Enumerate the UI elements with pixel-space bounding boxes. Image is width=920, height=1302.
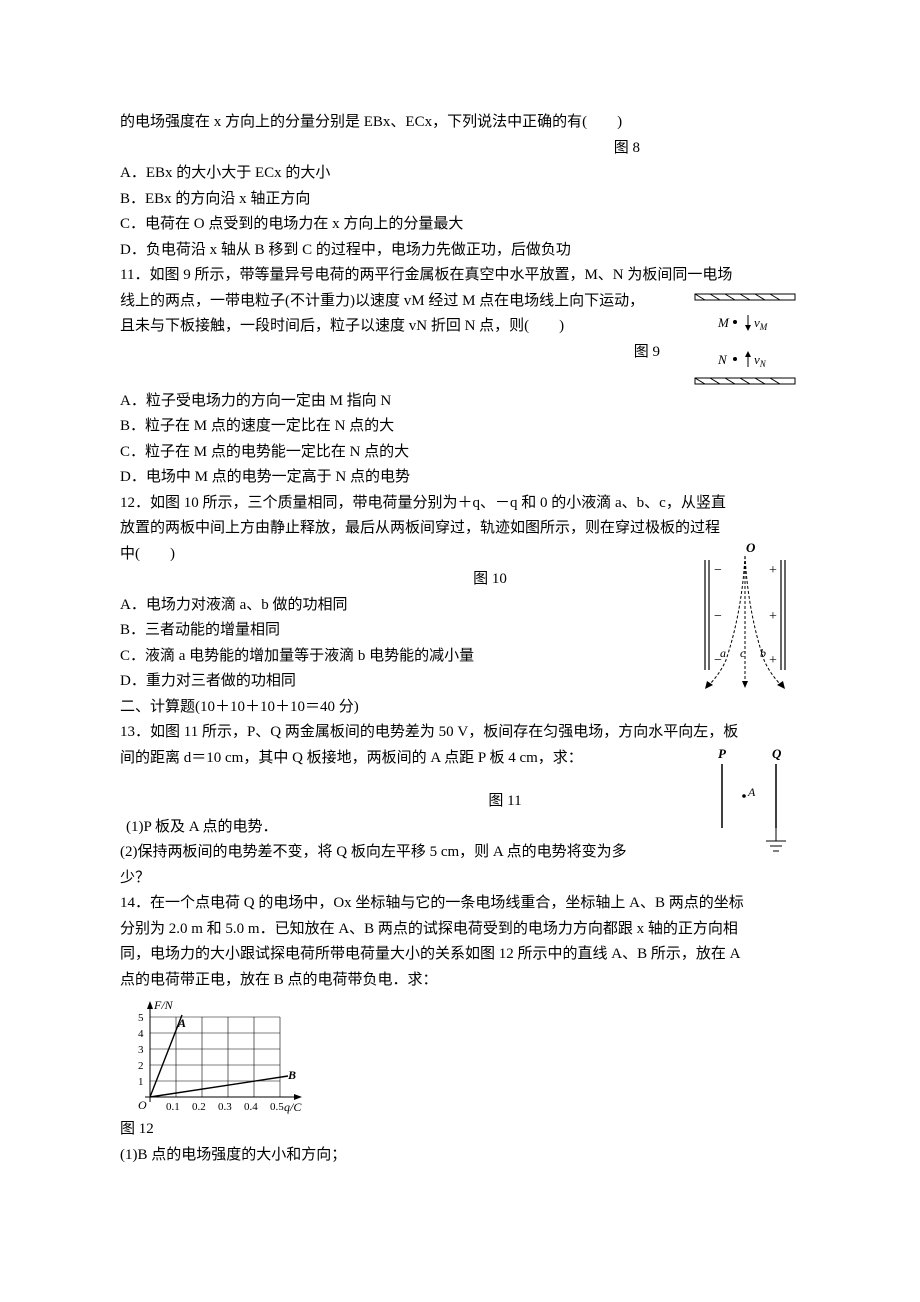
q10-opt-b: B．EBx 的方向沿 x 轴正方向 bbox=[120, 187, 800, 213]
fig12-label: 图 12 bbox=[120, 1117, 800, 1143]
q12-opt-d: D．重力对三者做的功相同 bbox=[120, 669, 800, 695]
q13-stem-2: 间的距离 d＝10 cm，其中 Q 板接地，两板间的 A 点距 P 板 4 cm… bbox=[120, 746, 800, 772]
q14-stem-3: 同，电场力的大小跟试探电荷所带电荷量大小的关系如图 12 所示中的直线 A、B … bbox=[120, 942, 800, 968]
svg-text:0.4: 0.4 bbox=[244, 1101, 258, 1113]
q11-opt-b: B．粒子在 M 点的速度一定比在 N 点的大 bbox=[120, 414, 800, 440]
fig12-container: F/N q/C O 1 2 3 4 5 0.1 0.2 bbox=[120, 997, 800, 1117]
svg-text:q/C: q/C bbox=[284, 1100, 302, 1114]
svg-text:0.2: 0.2 bbox=[192, 1101, 206, 1113]
q13-p2a: (2)保持两板间的电势差不变，将 Q 板向左平移 5 cm，则 A 点的电势将变… bbox=[120, 840, 800, 866]
q13-stem-1: 13．如图 11 所示，P、Q 两金属板间的电势差为 50 V，板间存在匀强电场… bbox=[120, 720, 800, 746]
svg-text:0.3: 0.3 bbox=[218, 1101, 232, 1113]
fig10-label: 图 10 bbox=[120, 567, 800, 593]
q14-stem-4: 点的电荷带正电，放在 B 点的电荷带负电．求： bbox=[120, 968, 800, 994]
q11-opt-d: D．电场中 M 点的电势一定高于 N 点的电势 bbox=[120, 465, 800, 491]
svg-text:1: 1 bbox=[138, 1076, 144, 1088]
q11-opt-a: A．粒子受电场力的方向一定由 M 指向 N bbox=[120, 389, 800, 415]
svg-text:A: A bbox=[177, 1016, 186, 1030]
fig12-svg: F/N q/C O 1 2 3 4 5 0.1 0.2 bbox=[120, 997, 320, 1117]
svg-text:3: 3 bbox=[138, 1044, 144, 1056]
fig9-label: 图 9 bbox=[120, 340, 800, 366]
q14-stem-2: 分别为 2.0 m 和 5.0 m．已知放在 A、B 两点的试探电荷受到的电场力… bbox=[120, 917, 800, 943]
q12-stem-3: 中( ) bbox=[120, 542, 800, 568]
q10-stem-tail: 的电场强度在 x 方向上的分量分别是 EBx、ECx，下列说法中正确的有( ) bbox=[120, 110, 800, 136]
fig11-label: 图 11 bbox=[120, 789, 800, 815]
q11-stem-2: 线上的两点，一带电粒子(不计重力)以速度 vM 经过 M 点在电场线上向下运动， bbox=[120, 289, 800, 315]
q12-opt-c: C．液滴 a 电势能的增加量等于液滴 b 电势能的减小量 bbox=[120, 644, 800, 670]
q13-p1: (1)P 板及 A 点的电势． bbox=[120, 815, 800, 841]
svg-text:5: 5 bbox=[138, 1012, 144, 1024]
svg-text:B: B bbox=[287, 1068, 296, 1082]
svg-text:0.5: 0.5 bbox=[270, 1101, 284, 1113]
svg-text:4: 4 bbox=[138, 1028, 144, 1040]
q12-opt-a: A．电场力对液滴 a、b 做的功相同 bbox=[120, 593, 800, 619]
q13-p2b: 少？ bbox=[120, 866, 800, 892]
q11-opt-c: C．粒子在 M 点的电势能一定比在 N 点的大 bbox=[120, 440, 800, 466]
q14-stem-1: 14．在一个点电荷 Q 的电场中，Ox 坐标轴与它的一条电场线重合，坐标轴上 A… bbox=[120, 891, 800, 917]
section2-heading: 二、计算题(10＋10＋10＋10＝40 分) bbox=[120, 695, 800, 721]
q10-opt-d: D．负电荷沿 x 轴从 B 移到 C 的过程中，电场力先做正功，后做负功 bbox=[120, 238, 800, 264]
q12-opt-b: B．三者动能的增量相同 bbox=[120, 618, 800, 644]
svg-text:O: O bbox=[138, 1098, 147, 1112]
svg-text:0.1: 0.1 bbox=[166, 1101, 180, 1113]
svg-text:2: 2 bbox=[138, 1060, 144, 1072]
svg-text:F/N: F/N bbox=[153, 998, 174, 1012]
q11-stem-3: 且未与下板接触，一段时间后，粒子以速度 vN 折回 N 点，则( ) bbox=[120, 314, 800, 340]
q12-stem-1: 12．如图 10 所示，三个质量相同，带电荷量分别为＋q、－q 和 0 的小液滴… bbox=[120, 491, 800, 517]
q10-opt-c: C．电荷在 O 点受到的电场力在 x 方向上的分量最大 bbox=[120, 212, 800, 238]
q12-stem-2: 放置的两板中间上方由静止释放，最后从两板间穿过，轨迹如图所示，则在穿过极板的过程 bbox=[120, 516, 800, 542]
q10-opt-a: A．EBx 的大小大于 ECx 的大小 bbox=[120, 161, 800, 187]
q11-stem-1: 11．如图 9 所示，带等量异号电荷的两平行金属板在真空中水平放置，M、N 为板… bbox=[120, 263, 800, 289]
fig8-label: 图 8 bbox=[120, 136, 800, 162]
q14-p1: (1)B 点的电场强度的大小和方向； bbox=[120, 1143, 800, 1169]
